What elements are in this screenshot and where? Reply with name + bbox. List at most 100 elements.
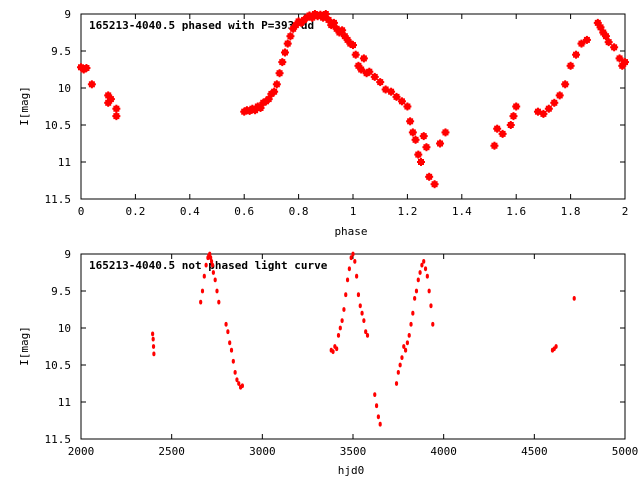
top-data-point xyxy=(359,54,368,63)
bottom-data-point xyxy=(431,321,435,327)
bottom-x-tick-label: 3500 xyxy=(340,445,367,458)
top-data-point xyxy=(329,18,338,27)
top-y-tick-label: 11.5 xyxy=(45,193,72,206)
bottom-data-point xyxy=(226,329,230,335)
bottom-data-point xyxy=(224,321,228,327)
top-data-point xyxy=(572,50,581,59)
top-x-tick-label: 1.6 xyxy=(506,205,526,218)
top-data-point xyxy=(544,104,553,113)
bottom-data-point xyxy=(365,333,370,338)
bottom-data-point xyxy=(420,262,424,268)
bottom-x-tick-label: 5000 xyxy=(612,445,639,458)
bottom-data-point xyxy=(402,344,406,349)
top-data-point xyxy=(408,128,417,137)
top-x-tick-label: 0.6 xyxy=(234,205,254,218)
bottom-data-point xyxy=(229,347,234,353)
bottom-data-point xyxy=(427,288,431,294)
bottom-data-point xyxy=(211,270,215,275)
top-data-point xyxy=(112,112,121,121)
bottom-data-point xyxy=(152,351,156,357)
top-y-tick-label: 11 xyxy=(58,156,71,169)
top-data-point xyxy=(321,10,330,18)
bottom-data-point xyxy=(429,303,433,309)
top-data-point xyxy=(338,26,347,35)
bottom-data-point xyxy=(423,266,428,272)
top-data-point xyxy=(506,121,515,129)
bottom-x-tick-label: 4000 xyxy=(430,445,457,458)
bottom-y-tick-label: 11.5 xyxy=(45,433,72,446)
bottom-data-point xyxy=(422,259,426,264)
top-y-tick-label: 10.5 xyxy=(45,119,72,132)
bottom-data-point xyxy=(405,340,409,346)
bottom-data-point xyxy=(409,321,413,327)
top-data-point xyxy=(601,32,610,41)
bottom-data-point xyxy=(331,349,335,355)
bottom-x-axis: 2000 2500 3000 3500 4000 4500 5000 xyxy=(68,254,639,458)
top-y-tick-label: 10 xyxy=(58,82,71,95)
top-data-point xyxy=(406,117,415,126)
bottom-data-point xyxy=(356,292,361,298)
top-panel: 165213-4040.5 phased with P=393 dd 0 0.2 0… xyxy=(18,8,629,238)
bottom-data-point xyxy=(217,299,221,305)
bottom-data-point xyxy=(358,303,362,309)
bottom-data-point xyxy=(362,318,366,323)
top-data-point xyxy=(387,87,396,96)
top-data-point xyxy=(112,104,121,113)
bottom-title: 165213-4040.5 not phased light curve xyxy=(89,259,328,272)
top-data-point xyxy=(414,150,423,159)
bottom-data-point xyxy=(414,288,419,294)
top-data-point xyxy=(365,67,374,76)
bottom-x-tick-label: 2500 xyxy=(158,445,185,458)
top-data-point xyxy=(566,61,575,70)
top-data-point xyxy=(270,87,279,96)
top-x-tick-label: 1.8 xyxy=(561,205,581,218)
bottom-data-point xyxy=(396,370,400,375)
bottom-data-point xyxy=(199,299,203,305)
top-data-point xyxy=(490,141,499,150)
bottom-data-point xyxy=(151,336,155,342)
bottom-data-point xyxy=(209,259,214,264)
bottom-data-point xyxy=(202,273,206,279)
bottom-data-point xyxy=(335,346,339,352)
top-data-point xyxy=(430,180,439,189)
bottom-data-point xyxy=(208,251,212,257)
bottom-data-point xyxy=(400,355,404,360)
top-data-points xyxy=(77,10,629,189)
top-data-point xyxy=(349,41,357,50)
bottom-data-point xyxy=(418,270,422,275)
bottom-data-point xyxy=(231,358,235,364)
bottom-data-point xyxy=(233,370,237,375)
top-data-point xyxy=(278,58,287,67)
bottom-data-points xyxy=(151,251,576,427)
top-data-point xyxy=(512,102,521,111)
top-data-point xyxy=(436,139,445,148)
top-data-point xyxy=(376,78,385,87)
top-data-point xyxy=(397,97,406,106)
bottom-data-point xyxy=(151,331,155,337)
top-data-point xyxy=(419,132,428,141)
bottom-data-point xyxy=(209,255,213,261)
top-data-point xyxy=(493,124,502,133)
top-data-point xyxy=(604,38,613,47)
top-data-point xyxy=(550,98,559,107)
bottom-data-point xyxy=(425,273,429,279)
top-data-point xyxy=(275,69,284,78)
bottom-x-tick-label: 4500 xyxy=(521,445,548,458)
bottom-data-point xyxy=(347,266,351,272)
bottom-y-axis-label: I[mag] xyxy=(18,326,31,366)
bottom-x-tick-label: 2000 xyxy=(68,445,95,458)
bottom-panel: 165213-4040.5 not phased light curve 200… xyxy=(18,248,638,477)
bottom-data-point xyxy=(204,262,208,268)
top-title: 165213-4040.5 phased with P=393 dd xyxy=(89,19,314,32)
top-data-point xyxy=(286,32,295,41)
bottom-data-point xyxy=(554,344,558,349)
top-data-point xyxy=(272,80,281,89)
top-data-point xyxy=(370,72,379,81)
bottom-data-point xyxy=(403,347,408,353)
top-data-point xyxy=(610,43,619,52)
bottom-y-tick-label: 9.5 xyxy=(51,285,71,298)
top-x-tick-label: 1.2 xyxy=(397,205,417,218)
bottom-data-point xyxy=(572,296,576,301)
bottom-data-point xyxy=(394,381,399,386)
bottom-data-point xyxy=(235,377,239,383)
